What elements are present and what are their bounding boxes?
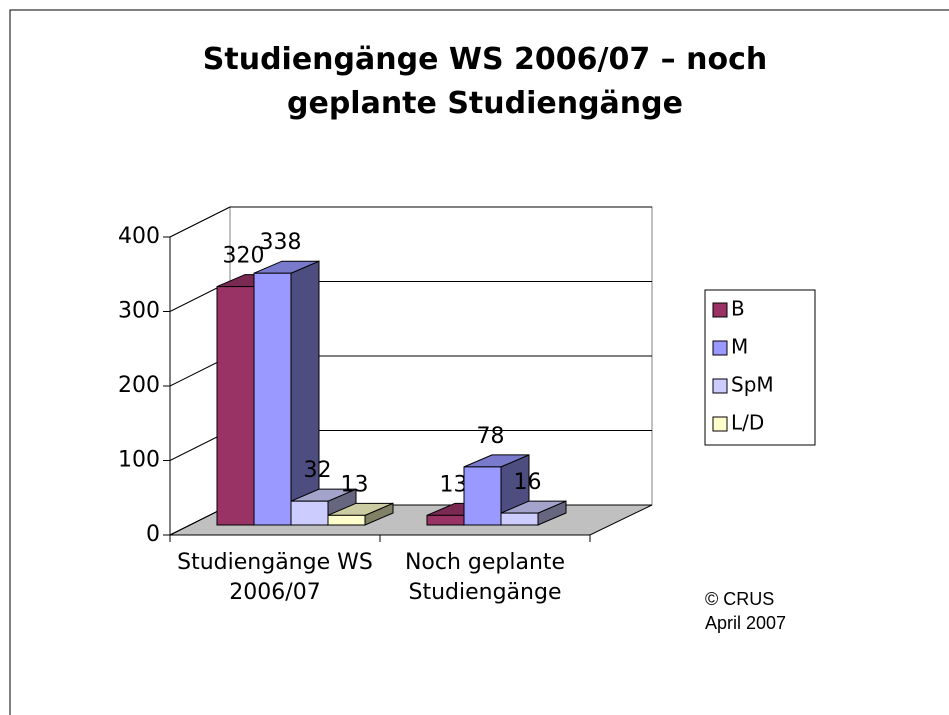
bar (426, 514, 465, 526)
legend-label: M (731, 335, 748, 359)
value-label: 320 (223, 244, 265, 269)
bar (290, 500, 329, 526)
chart-title: Studiengänge WS 2006/07 – noch geplante … (202, 42, 768, 121)
y-tick-label: 400 (118, 224, 160, 249)
bar-side (290, 260, 320, 526)
legend-label: B (731, 297, 745, 321)
bar (500, 512, 539, 526)
value-label: 13 (440, 472, 468, 497)
y-tick-label: 300 (118, 299, 160, 324)
y-tick-label: 0 (146, 522, 160, 547)
value-label: 16 (514, 470, 542, 495)
value-label: 78 (477, 424, 505, 449)
value-label: 338 (260, 230, 302, 255)
value-label: 32 (304, 458, 332, 483)
bar (253, 272, 292, 526)
legend-swatch (712, 378, 728, 394)
legend-swatch (712, 416, 728, 432)
y-tick-label: 200 (118, 373, 160, 398)
slide-frame (9, 9, 949, 715)
legend-swatch (712, 302, 728, 318)
bar (216, 286, 255, 526)
copyright-note: © CRUS April 2007 (705, 589, 787, 633)
legend-label: SpM (731, 373, 774, 397)
bar (463, 466, 502, 526)
grid-line (169, 206, 231, 238)
x-tick-label: Noch geplante Studiengänge (404, 550, 566, 605)
legend-swatch (712, 340, 728, 356)
legend-label: L/D (731, 411, 764, 435)
x-tick-label: Studiengänge WS 2006/07 (177, 550, 373, 605)
y-tick-label: 100 (118, 448, 160, 473)
value-label: 13 (341, 472, 369, 497)
bar (327, 514, 366, 526)
